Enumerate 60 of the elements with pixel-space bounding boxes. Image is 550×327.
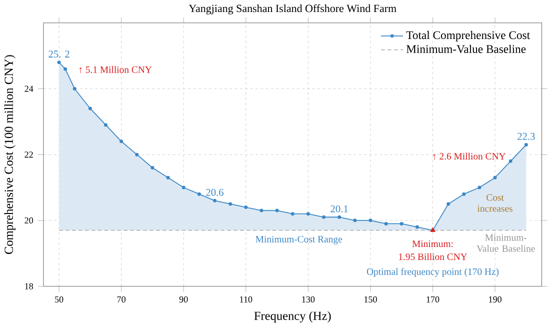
point: [446, 202, 450, 206]
point: [120, 140, 124, 144]
x-tick-label: 130: [302, 296, 315, 303]
x-tick-label: 70: [117, 296, 126, 303]
point: [368, 218, 372, 222]
x-tick-label: 110: [240, 296, 252, 303]
point: [88, 106, 92, 110]
legend-label: Total Comprehensive Cost: [406, 31, 530, 42]
point: [197, 192, 201, 196]
annotation: Minimum-Value Baseline: [476, 234, 535, 252]
point: [64, 67, 68, 71]
point: [493, 176, 497, 180]
point: [306, 212, 310, 216]
point: [290, 212, 294, 216]
point: [213, 199, 216, 202]
data-label: 22.3: [518, 132, 535, 140]
annotation: Optimal frequency point (170 Hz): [366, 268, 499, 277]
y-axis-title: Comprehensive Cost (100 million CNY): [4, 55, 16, 254]
point: [415, 225, 419, 229]
x-tick-label: 170: [426, 296, 440, 303]
annotation: 1.95 Billion CNY: [398, 253, 468, 260]
point: [260, 208, 264, 212]
y-tick-label: 24: [24, 86, 34, 92]
point: [228, 202, 232, 206]
annotation: Cost increases: [477, 194, 512, 212]
annotation: ↑ 2.6 Million CNY: [433, 152, 506, 160]
point: [135, 152, 139, 156]
data-label: 25. 2: [48, 50, 70, 58]
point: [72, 87, 76, 91]
point: [478, 186, 482, 190]
point: [322, 215, 326, 219]
annotation: Minimum:: [412, 240, 453, 248]
point: [384, 222, 388, 226]
y-tick-label: 22: [24, 152, 33, 158]
annotation: Minimum-Cost Range: [256, 236, 342, 245]
data-label: 20.1: [330, 205, 348, 212]
y-tick-label: 18: [25, 283, 34, 290]
x-tick-label: 190: [489, 296, 502, 303]
point: [244, 206, 248, 210]
point: [275, 208, 279, 212]
x-tick-label: 90: [179, 296, 188, 303]
point: [400, 222, 404, 226]
y-tick-label: 20: [24, 217, 34, 224]
point: [182, 186, 186, 190]
point: [166, 176, 170, 180]
point: [353, 218, 357, 222]
point: [150, 166, 154, 170]
x-tick-label: 150: [364, 296, 377, 303]
point: [524, 143, 528, 147]
chart-title: Yangjiang Sanshan Island Offshore Wind Farm: [188, 4, 396, 14]
point: [104, 123, 108, 127]
point: [508, 159, 512, 163]
data-label: 20.6: [206, 188, 224, 196]
legend-label: Minimum-Value Baseline: [406, 44, 526, 54]
point: [338, 215, 342, 219]
x-axis-title: Frequency (Hz): [254, 311, 331, 323]
x-tick-label: 50: [55, 296, 64, 303]
point: [57, 60, 61, 64]
point: [462, 192, 466, 196]
annotation: ↑ 5.1 Million CNY: [79, 66, 152, 74]
